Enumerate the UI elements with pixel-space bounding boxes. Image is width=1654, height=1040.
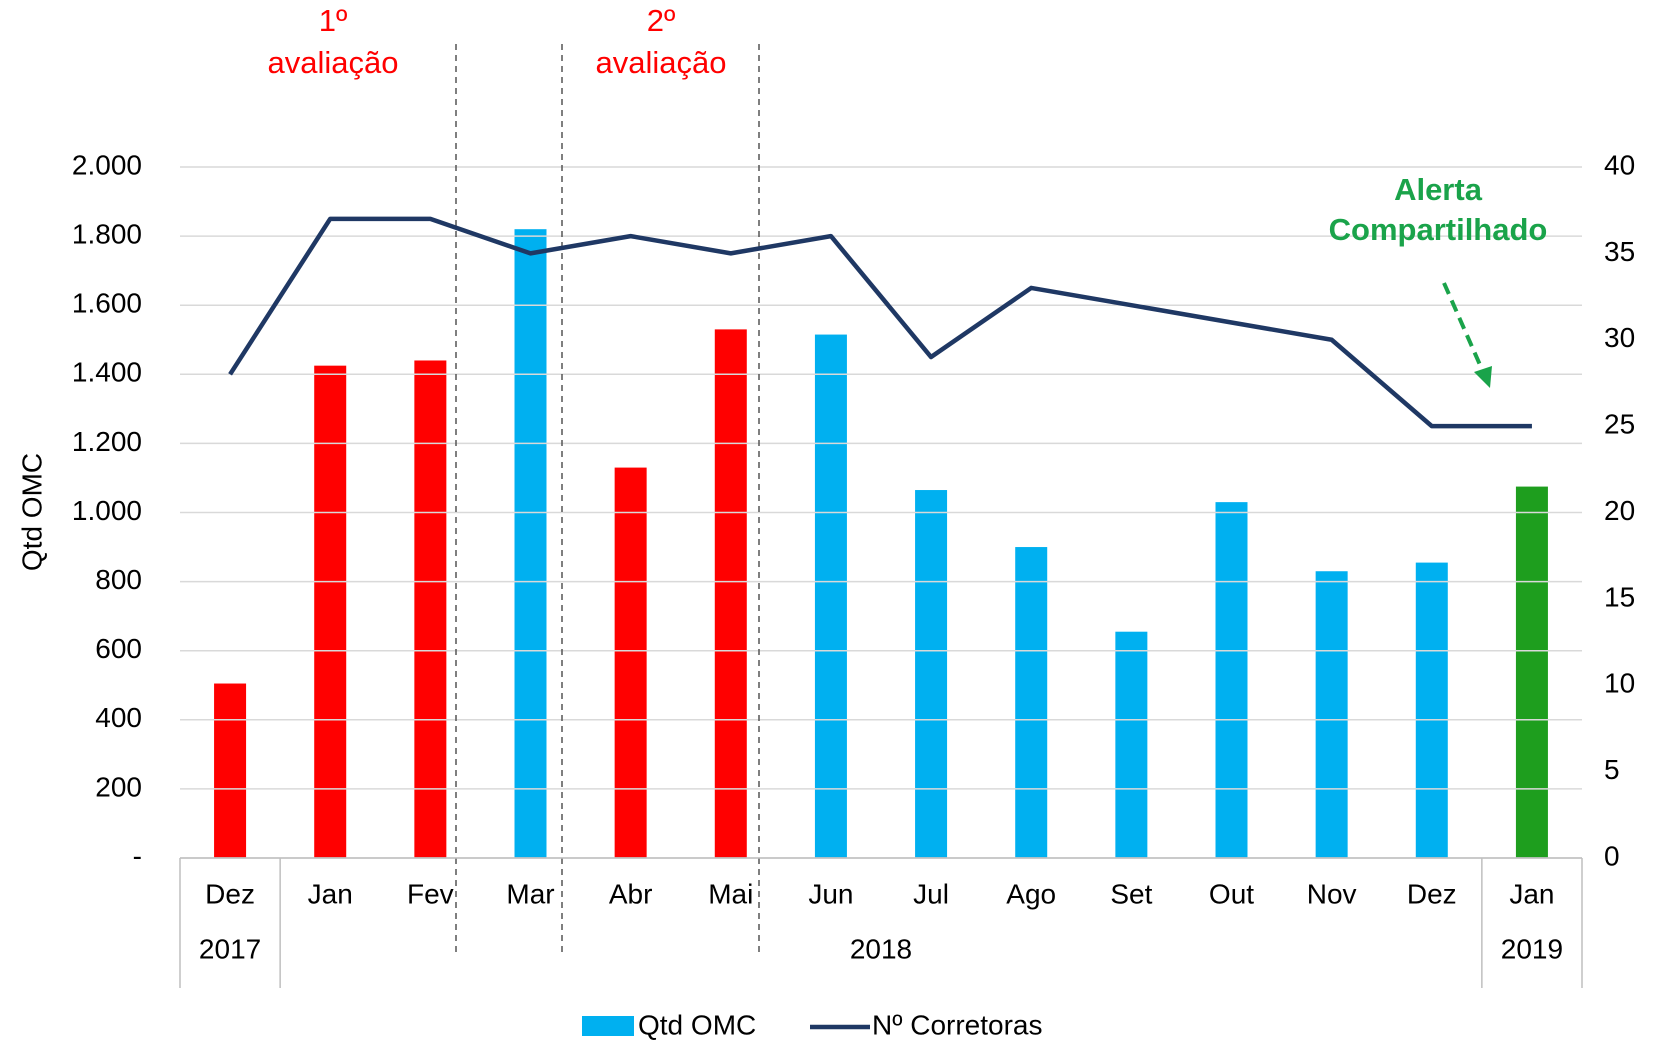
annotation: 2º xyxy=(647,3,676,38)
y2-tick-label: 0 xyxy=(1604,840,1620,871)
y2-tick-label: 5 xyxy=(1604,754,1620,785)
legend-label: Qtd OMC xyxy=(638,1009,756,1040)
x-tick-label: Out xyxy=(1209,878,1254,909)
x-tick-label: Fev xyxy=(407,878,454,909)
annotation: avaliação xyxy=(268,45,399,80)
year-label: 2019 xyxy=(1501,933,1563,964)
y-axis-label: Qtd OMC xyxy=(16,453,47,571)
y2-tick-label: 35 xyxy=(1604,236,1635,267)
bar xyxy=(915,490,948,858)
bar xyxy=(1415,562,1448,858)
annotation: Compartilhado xyxy=(1329,212,1548,247)
y2-tick-label: 15 xyxy=(1604,581,1635,612)
legend-label: Nº Corretoras xyxy=(872,1009,1043,1040)
alert-arrow-head xyxy=(1474,366,1492,388)
x-tick-label: Ago xyxy=(1006,878,1056,909)
y-tick-label: 1.800 xyxy=(72,218,142,249)
x-tick-label: Dez xyxy=(205,878,255,909)
x-tick-label: Jan xyxy=(308,878,353,909)
evaluation-dividers xyxy=(455,44,760,955)
bar xyxy=(1515,486,1548,858)
bar xyxy=(1115,631,1148,858)
annotation: avaliação xyxy=(596,45,727,80)
x-tick-label: Dez xyxy=(1407,878,1457,909)
bar xyxy=(614,467,647,858)
bar xyxy=(814,334,847,858)
bar xyxy=(1315,571,1348,858)
bar xyxy=(314,365,347,858)
annotation: 1º xyxy=(319,3,348,38)
y2-tick-label: 30 xyxy=(1604,322,1635,353)
y-tick-label: 1.200 xyxy=(72,426,142,457)
y2-tick-label: 20 xyxy=(1604,495,1635,526)
year-label: 2017 xyxy=(199,933,261,964)
y-tick-label: 600 xyxy=(95,633,142,664)
y2-tick-label: 10 xyxy=(1604,668,1635,699)
y-tick-label: 1.000 xyxy=(72,495,142,526)
x-tick-label: Mai xyxy=(708,878,753,909)
bar xyxy=(1015,547,1048,858)
y-tick-label: 1.400 xyxy=(72,357,142,388)
year-label: 2018 xyxy=(850,933,912,964)
x-tick-label: Mar xyxy=(506,878,554,909)
x-tick-label: Jan xyxy=(1509,878,1554,909)
y-tick-label: 200 xyxy=(95,771,142,802)
y-tick-label: 400 xyxy=(95,702,142,733)
x-tick-label: Nov xyxy=(1307,878,1357,909)
x-tick-label: Jul xyxy=(913,878,949,909)
x-tick-label: Abr xyxy=(609,878,653,909)
bar xyxy=(214,683,247,858)
legend-swatch xyxy=(582,1016,634,1036)
bar xyxy=(514,229,547,858)
y2-tick-label: 40 xyxy=(1604,149,1635,180)
y-tick-label: - xyxy=(133,840,142,871)
y-tick-label: 800 xyxy=(95,564,142,595)
line-series xyxy=(228,216,1532,429)
y-tick-label: 2.000 xyxy=(72,149,142,180)
bar xyxy=(414,360,447,858)
annotation: Alerta xyxy=(1394,172,1483,207)
x-tick-label: Jun xyxy=(808,878,853,909)
bar xyxy=(1215,502,1248,858)
bar xyxy=(714,329,747,858)
y2-tick-label: 25 xyxy=(1604,409,1635,440)
y-tick-label: 1.600 xyxy=(72,288,142,319)
x-tick-label: Set xyxy=(1110,878,1152,909)
alert-arrow xyxy=(1442,282,1486,375)
